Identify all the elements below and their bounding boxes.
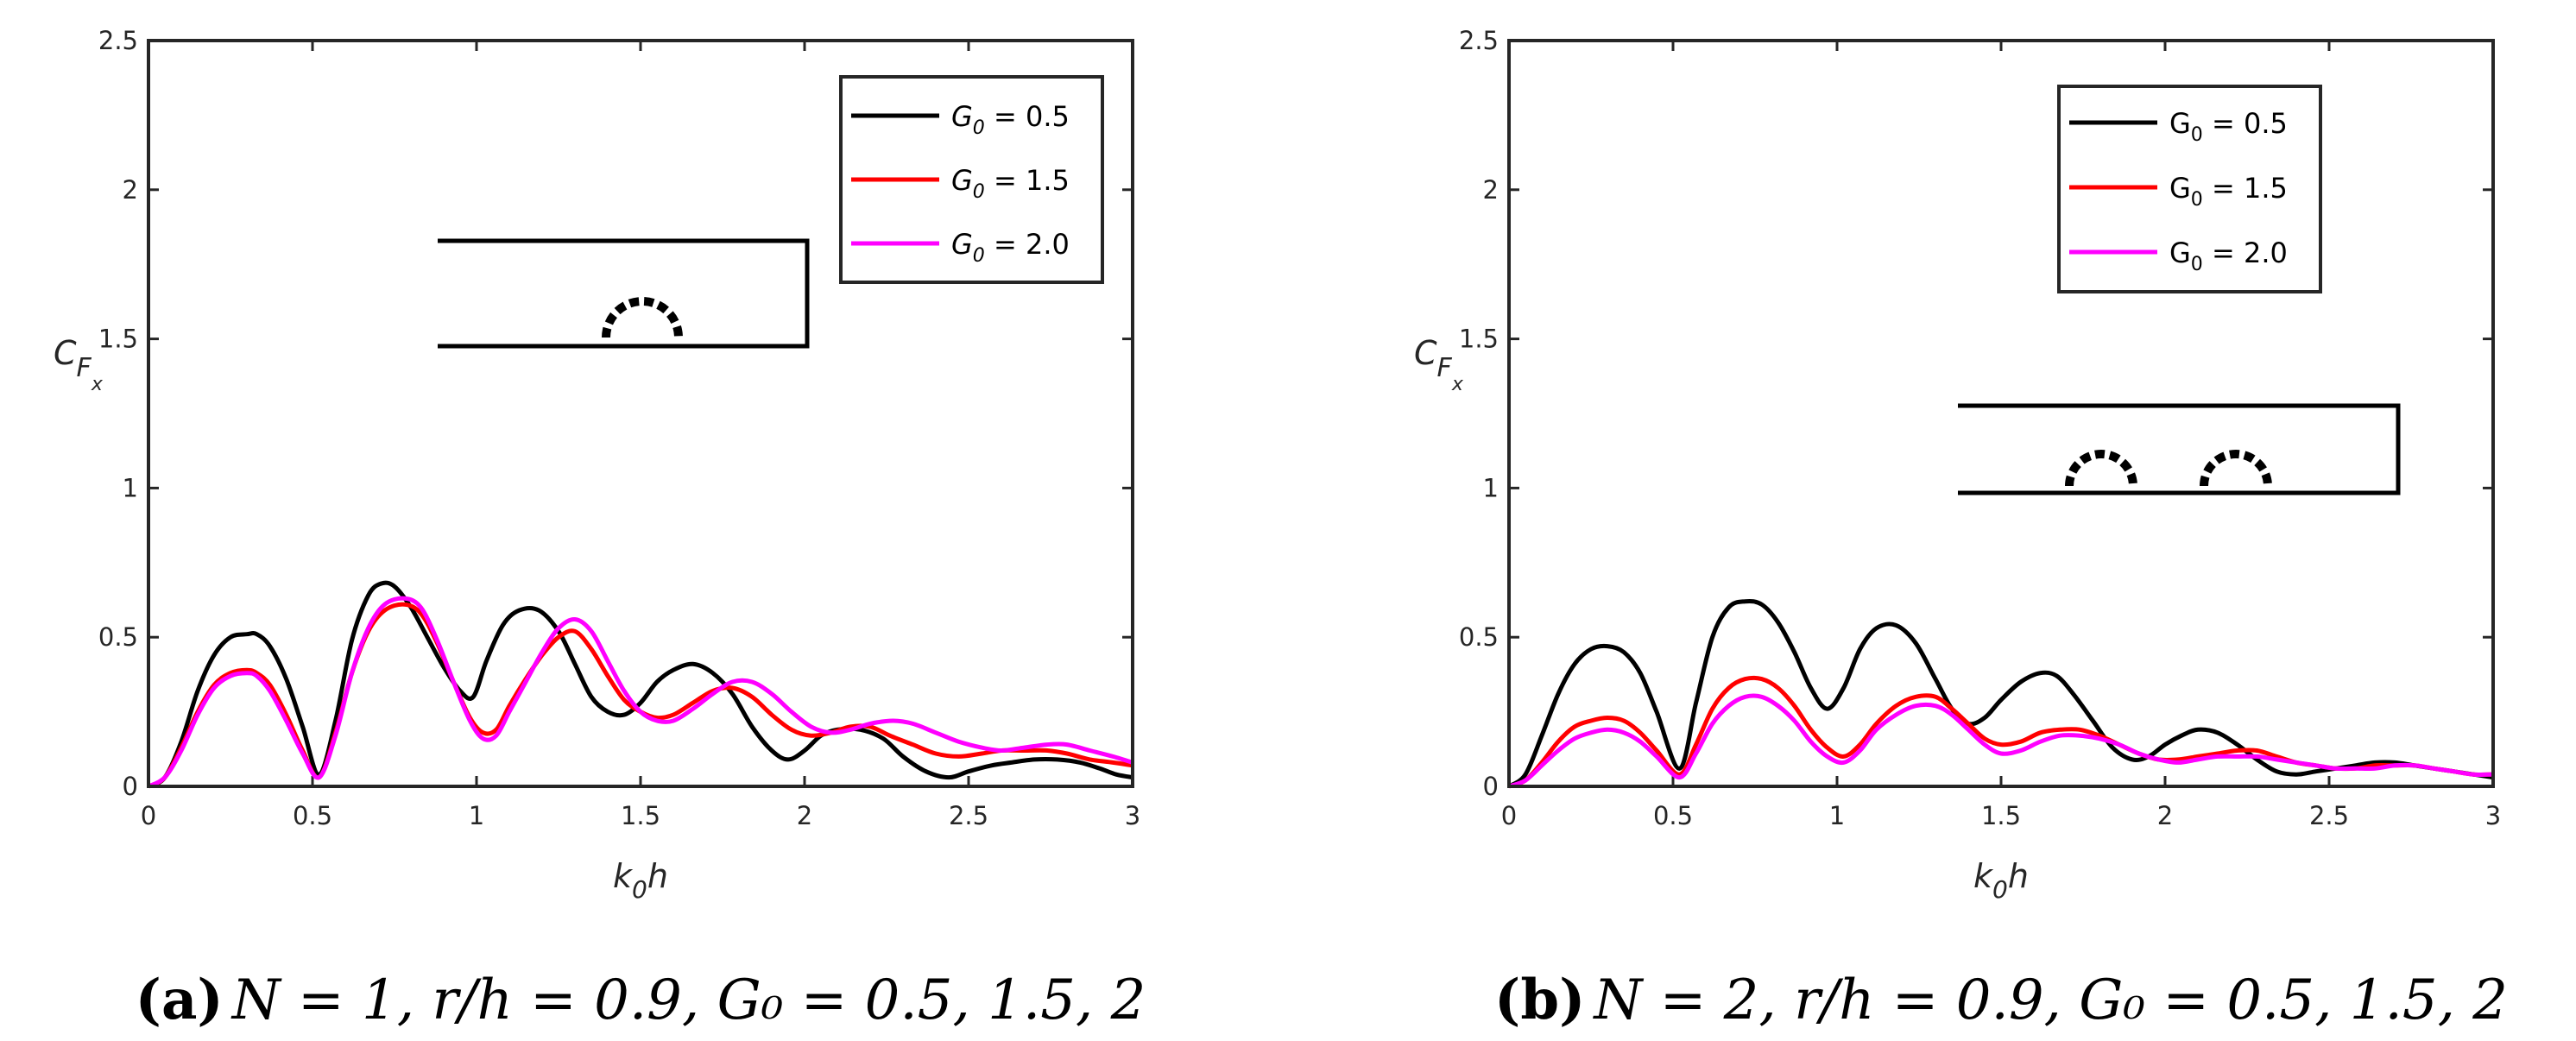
schematic-channel-b bbox=[1958, 403, 2401, 495]
axes-box-b bbox=[1507, 39, 2495, 788]
y-axis-label-a: CFx bbox=[54, 334, 104, 395]
y-tick-label-a: 2 bbox=[123, 175, 138, 205]
legend-value: = 1.5 bbox=[2203, 172, 2288, 205]
x-label-h: h bbox=[647, 857, 668, 895]
caption-a: (a) N = 1, r/h = 0.9, G₀ = 0.5, 1.5, 2 bbox=[136, 968, 1146, 1032]
legend-a: G0 = 0.5 G0 = 1.5 G0 = 2.0 bbox=[839, 75, 1104, 284]
legend-subscript: 0 bbox=[973, 181, 985, 203]
legend-value: = 0.5 bbox=[2203, 107, 2288, 140]
series-group-a bbox=[147, 580, 1133, 789]
x-axis-label-b: k0h bbox=[1973, 857, 2029, 904]
schematic-inset-a bbox=[438, 238, 810, 349]
y-tick-label-b: 1 bbox=[1483, 473, 1499, 502]
legend-label-a-0: G0 = 0.5 bbox=[951, 100, 1070, 139]
x-tick-label-b: 0 bbox=[1501, 801, 1517, 830]
x-tick-label-a: 2.5 bbox=[949, 801, 988, 830]
x-label-sub: 0 bbox=[632, 875, 647, 904]
legend-value: = 0.5 bbox=[985, 100, 1070, 133]
schematic-obstacle-b-2 bbox=[2200, 450, 2272, 487]
y-tick-label-a: 0 bbox=[123, 772, 138, 801]
legend-symbol: G bbox=[2169, 107, 2191, 140]
legend-symbol: G bbox=[951, 164, 973, 197]
tick-labels-b: 0 0.5 1 1.5 2 2.5 3 0 0.5 1 1.5 2 2.5 bbox=[1459, 26, 2501, 830]
panel-a: 0 0.5 1 1.5 2 2.5 300.511.522.5 G0 = 0.5 G0 = … bbox=[54, 26, 1146, 1032]
panel-b: 0 0.5 1 1.5 2 2.5 300.511.522.5 G0 = 0.5 G0 = … bbox=[1414, 26, 2508, 1032]
y-label-x: x bbox=[91, 374, 104, 395]
x-tick-label-a: 3 bbox=[1125, 801, 1140, 830]
legend-label-b-0: G0 = 0.5 bbox=[2169, 107, 2288, 146]
x-tick-label-b: 2 bbox=[2157, 801, 2173, 830]
legend-subscript: 0 bbox=[973, 117, 985, 139]
caption-tag-a: (a) bbox=[136, 968, 224, 1032]
x-label-k: k bbox=[613, 857, 634, 895]
tick-labels-a: 0 0.5 1 1.5 2 2.5 3 0 0.5 1 1.5 2 2.5 bbox=[98, 26, 1140, 830]
legend-symbol: G bbox=[951, 100, 973, 133]
legend-subscript: 0 bbox=[2191, 189, 2203, 211]
x-tick-label-b: 0.5 bbox=[1653, 801, 1693, 830]
plot-area-b bbox=[1509, 41, 2493, 786]
y-label-f: F bbox=[77, 353, 92, 383]
legend-label-a-2: G0 = 2.0 bbox=[951, 228, 1070, 267]
legend-symbol: G bbox=[951, 228, 973, 261]
series-line-b-2 bbox=[1508, 693, 2494, 789]
x-tick-label-a: 0.5 bbox=[293, 801, 332, 830]
series-line-a-0 bbox=[147, 580, 1133, 789]
y-label-f: F bbox=[1437, 353, 1453, 383]
legend-symbol: G bbox=[2169, 172, 2191, 205]
x-tick-label-b: 1.5 bbox=[1981, 801, 2021, 830]
y-label-c: C bbox=[1414, 334, 1437, 372]
x-tick-label-a: 2 bbox=[797, 801, 812, 830]
legend-subscript: 0 bbox=[973, 245, 985, 267]
x-tick-label-a: 1.5 bbox=[621, 801, 660, 830]
y-tick-label-a: 0.5 bbox=[98, 622, 138, 652]
x-axis-label-a: k0h bbox=[613, 857, 668, 904]
y-label-c: C bbox=[54, 334, 77, 372]
caption-body-b: N = 2, r/h = 0.9, G₀ = 0.5, 1.5, 2 bbox=[1592, 968, 2508, 1032]
schematic-channel-a bbox=[438, 238, 810, 349]
series-group-b bbox=[1507, 598, 2494, 789]
legend-subscript: 0 bbox=[2191, 124, 2203, 146]
legend-value: = 2.0 bbox=[985, 228, 1070, 261]
caption-b: (b) N = 2, r/h = 0.9, G₀ = 0.5, 1.5, 2 bbox=[1494, 968, 2508, 1032]
x-label-k: k bbox=[1973, 857, 1994, 895]
legend-label-b-1: G0 = 1.5 bbox=[2169, 172, 2288, 211]
y-tick-label-a: 1.5 bbox=[98, 325, 138, 354]
caption-tag-b: (b) bbox=[1494, 968, 1585, 1032]
legend-label-b-2: G0 = 2.0 bbox=[2169, 237, 2288, 275]
y-axis-label-b: CFx bbox=[1414, 334, 1464, 395]
legend-value: = 1.5 bbox=[985, 164, 1070, 197]
y-tick-label-b: 0 bbox=[1483, 772, 1499, 801]
y-tick-label-b: 2 bbox=[1483, 175, 1499, 205]
x-tick-label-a: 1 bbox=[469, 801, 484, 830]
y-tick-label-a: 2.5 bbox=[98, 26, 138, 55]
schematic-obstacle-a bbox=[602, 297, 683, 338]
series-line-a-1 bbox=[147, 602, 1133, 789]
x-tick-label-a: 0 bbox=[141, 801, 156, 830]
x-tick-label-b: 3 bbox=[2485, 801, 2501, 830]
series-line-b-0 bbox=[1507, 598, 2494, 789]
x-label-h: h bbox=[2008, 857, 2029, 895]
series-line-a-2 bbox=[147, 596, 1133, 789]
legend-label-a-1: G0 = 1.5 bbox=[951, 164, 1070, 203]
schematic-inset-b bbox=[1958, 403, 2401, 495]
y-tick-label-b: 1.5 bbox=[1459, 325, 1499, 354]
legend-value: = 2.0 bbox=[2203, 237, 2288, 269]
y-label-x: x bbox=[1451, 374, 1464, 395]
x-tick-label-b: 2.5 bbox=[2309, 801, 2349, 830]
legend-subscript: 0 bbox=[2191, 254, 2203, 275]
legend-b: G0 = 0.5 G0 = 1.5 G0 = 2.0 bbox=[2057, 85, 2322, 293]
caption-body-a: N = 1, r/h = 0.9, G₀ = 0.5, 1.5, 2 bbox=[230, 968, 1146, 1032]
legend-symbol: G bbox=[2169, 237, 2191, 269]
schematic-obstacle-b-1 bbox=[2065, 450, 2137, 487]
axes-box-a bbox=[147, 39, 1134, 788]
y-tick-label-a: 1 bbox=[123, 473, 138, 502]
y-tick-label-b: 2.5 bbox=[1459, 26, 1499, 55]
y-tick-label-b: 0.5 bbox=[1459, 622, 1499, 652]
x-tick-label-b: 1 bbox=[1829, 801, 1845, 830]
x-label-sub: 0 bbox=[1992, 875, 2008, 904]
